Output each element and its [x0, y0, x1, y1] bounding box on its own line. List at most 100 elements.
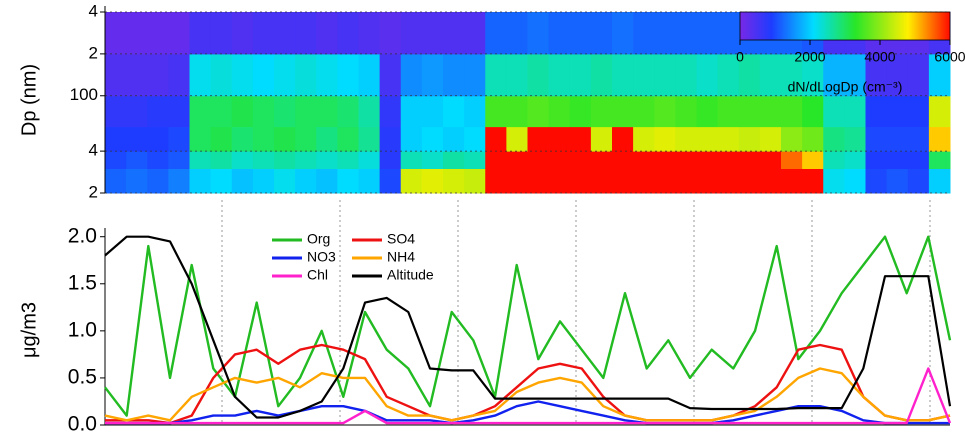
heatmap-cell: [316, 126, 338, 152]
heatmap-cell: [231, 53, 254, 97]
legend-label: Chl: [307, 267, 328, 283]
heatmap-cell: [928, 53, 951, 97]
colorbar-tick-label: 2000: [794, 49, 825, 65]
heatmap-cell: [802, 151, 824, 170]
heatmap-cell: [147, 126, 169, 152]
heatmap-cell: [295, 168, 317, 194]
heatmap-cell: [105, 95, 127, 128]
heatmap-cell: [696, 168, 719, 194]
heatmap-cell: [464, 151, 486, 170]
series-line: [104, 367, 951, 422]
heatmap-cell: [295, 126, 317, 152]
heatmap-cell: [210, 53, 233, 97]
heatmap-cell: [485, 95, 507, 128]
heatmap-cell: [759, 151, 782, 170]
heatmap-cell: [168, 151, 190, 170]
heatmap-cell: [548, 12, 571, 55]
heatmap-cell: [696, 95, 719, 128]
heatmap-cell: [759, 53, 782, 97]
heatmap-cell: [485, 53, 507, 97]
heatmap-cell: [274, 151, 296, 170]
heatmap-cell: [590, 168, 613, 194]
heatmap-cell: [105, 53, 127, 97]
heatmap-cell: [421, 53, 444, 97]
colorbar-tick-label: 6000: [934, 49, 965, 65]
heatmap-cell: [189, 12, 212, 55]
heatmap-cell: [295, 12, 317, 55]
heatmap-cell: [781, 53, 803, 97]
heatmap-cell: [379, 168, 402, 194]
heatmap-cell: [358, 95, 381, 128]
y-tick-label: 4: [89, 1, 98, 20]
heatmap-cell: [590, 12, 613, 55]
heatmap-cell: [738, 151, 761, 170]
heatmap-cell: [316, 12, 338, 55]
heatmap-cell: [738, 53, 761, 97]
heatmap-cell: [928, 168, 951, 194]
heatmap-cell: [696, 12, 719, 55]
heatmap-cell: [105, 168, 127, 194]
heatmap-cell: [654, 126, 676, 152]
y-tick-label: 2: [89, 43, 98, 62]
heatmap-cell: [865, 151, 888, 170]
heatmap-cell: [443, 53, 465, 97]
heatmap-cell: [400, 168, 423, 194]
heatmap-cell: [274, 53, 296, 97]
heatmap-cell: [147, 12, 169, 55]
heatmap-cell: [823, 53, 845, 97]
heatmap-cell: [907, 95, 930, 128]
heatmap-cell: [189, 168, 212, 194]
heatmap-cell: [569, 151, 592, 170]
heatmap-cell: [231, 168, 254, 194]
heatmap-cell: [274, 95, 296, 128]
heatmap-cell: [506, 12, 528, 55]
heatmap-cell: [548, 168, 571, 194]
heatmap-cell: [358, 168, 381, 194]
heatmap-cell: [569, 12, 592, 55]
heatmap-cell: [548, 126, 571, 152]
heatmap-cell: [527, 95, 550, 128]
y-tick-label: 4: [89, 141, 98, 160]
heatmap-cell: [928, 95, 951, 128]
heatmap-cell: [886, 53, 909, 97]
heatmap-cell: [400, 95, 423, 128]
heatmap-cell: [590, 53, 613, 97]
heatmap-cell: [759, 126, 782, 152]
y-tick-label: 1.0: [68, 318, 97, 341]
heatmap-cell: [231, 95, 254, 128]
heatmap-cell: [633, 168, 655, 194]
heatmap-cell: [802, 53, 824, 97]
heatmap-cell: [443, 126, 465, 152]
heatmap-cell: [126, 12, 148, 55]
heatmap-cell: [907, 126, 930, 152]
heatmap-cell: [337, 12, 359, 55]
heatmap-cell: [907, 168, 930, 194]
heatmap-cell: [210, 12, 233, 55]
heatmap-cell: [759, 95, 782, 128]
heatmap-cell: [421, 12, 444, 55]
heatmap-cell: [802, 168, 824, 194]
colorbar-tick-label: 0: [736, 49, 744, 65]
heatmap-cell: [823, 168, 845, 194]
heatmap-cell: [569, 53, 592, 97]
heatmap-cell: [316, 53, 338, 97]
heatmap-cell: [717, 126, 740, 152]
heatmap-cell: [928, 151, 951, 170]
heatmap-cell: [147, 151, 169, 170]
heatmap-cell: [400, 53, 423, 97]
heatmap-cell: [126, 168, 148, 194]
heatmap-cell: [189, 53, 212, 97]
heatmap-cell: [738, 168, 761, 194]
heatmap-cell: [252, 53, 275, 97]
heatmap-cell: [506, 168, 528, 194]
heatmap-cell: [105, 12, 127, 55]
heatmap-cell: [295, 95, 317, 128]
heatmap-cell: [886, 151, 909, 170]
heatmap-cell: [590, 126, 613, 152]
heatmap-cell: [168, 126, 190, 152]
heatmap-cell: [654, 168, 676, 194]
heatmap-cell: [464, 168, 486, 194]
colorbar-label: dN/dLogDp (cm⁻³): [788, 79, 903, 95]
heatmap-cell: [527, 168, 550, 194]
y-tick-label: 0.5: [68, 365, 97, 388]
